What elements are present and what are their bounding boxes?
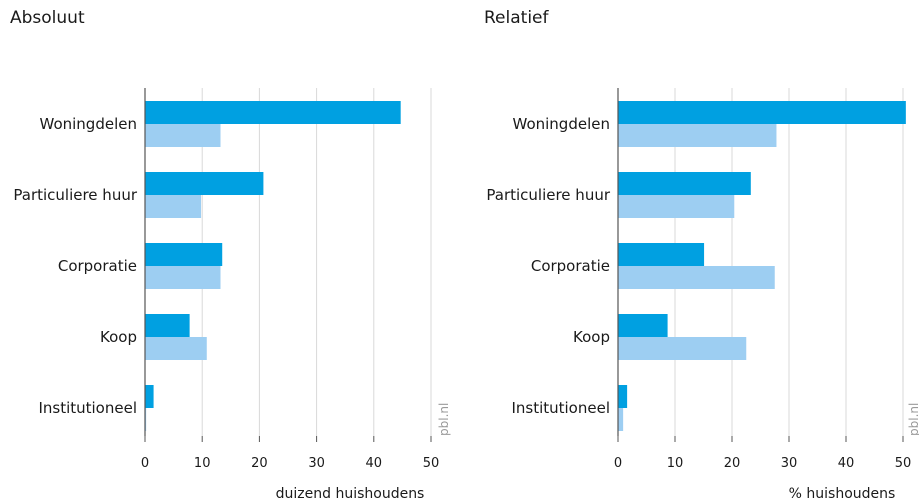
p0-bar-light — [145, 124, 221, 147]
p1-bar-light — [618, 337, 747, 360]
p1-bar-light — [618, 195, 735, 218]
p1-bar-light — [618, 266, 775, 289]
p1-category-label: Institutioneel — [511, 399, 610, 417]
p0-category-label: Koop — [100, 328, 137, 346]
p0-category-label: Particuliere huur — [13, 186, 137, 204]
p0-category-label: Woningdelen — [40, 115, 138, 133]
p0-bar-dark — [145, 172, 264, 195]
p0-bar-dark — [145, 314, 190, 337]
p1-tick-label: 20 — [724, 456, 741, 471]
p0-tick-label: 30 — [308, 456, 325, 471]
p1-bar-dark — [618, 385, 628, 408]
p1-x-axis-title: % huishoudens — [789, 486, 896, 502]
p0-tick-label: 40 — [366, 456, 383, 471]
p0-bar-light — [145, 266, 221, 289]
p0-tick-label: 0 — [141, 456, 149, 471]
p0-tick-label: 10 — [194, 456, 211, 471]
p1-tick-label: 50 — [895, 456, 912, 471]
p0-x-axis-title: duizend huishoudens — [276, 486, 425, 502]
p1-bar-light — [618, 124, 777, 147]
panel-title-relatief: Relatief — [484, 8, 549, 28]
p1-category-label: Koop — [573, 328, 610, 346]
p1-bar-dark — [618, 172, 751, 195]
p1-bar-light — [618, 408, 624, 431]
p0-bar-light — [145, 195, 202, 218]
p0-bar-dark — [145, 101, 401, 124]
p0-tick-label: 50 — [423, 456, 440, 471]
p0-watermark: pbl.nl — [437, 403, 451, 436]
p1-bar-dark — [618, 314, 668, 337]
p0-bar-dark — [145, 243, 223, 266]
p1-category-label: Corporatie — [531, 257, 610, 275]
p0-bar-light — [145, 337, 207, 360]
p1-bar-dark — [618, 243, 705, 266]
p1-tick-label: 0 — [614, 456, 622, 471]
p0-category-label: Institutioneel — [38, 399, 137, 417]
p1-category-label: Woningdelen — [513, 115, 611, 133]
p1-watermark: pbl.nl — [907, 403, 919, 436]
p0-tick-label: 20 — [251, 456, 268, 471]
p1-category-label: Particuliere huur — [486, 186, 610, 204]
p1-tick-label: 30 — [781, 456, 798, 471]
p0-bar-dark — [145, 385, 154, 408]
p1-tick-label: 10 — [667, 456, 684, 471]
p1-tick-label: 40 — [838, 456, 855, 471]
p0-category-label: Corporatie — [58, 257, 137, 275]
panel-title-absoluut: Absoluut — [10, 8, 85, 28]
p1-bar-dark — [618, 101, 906, 124]
